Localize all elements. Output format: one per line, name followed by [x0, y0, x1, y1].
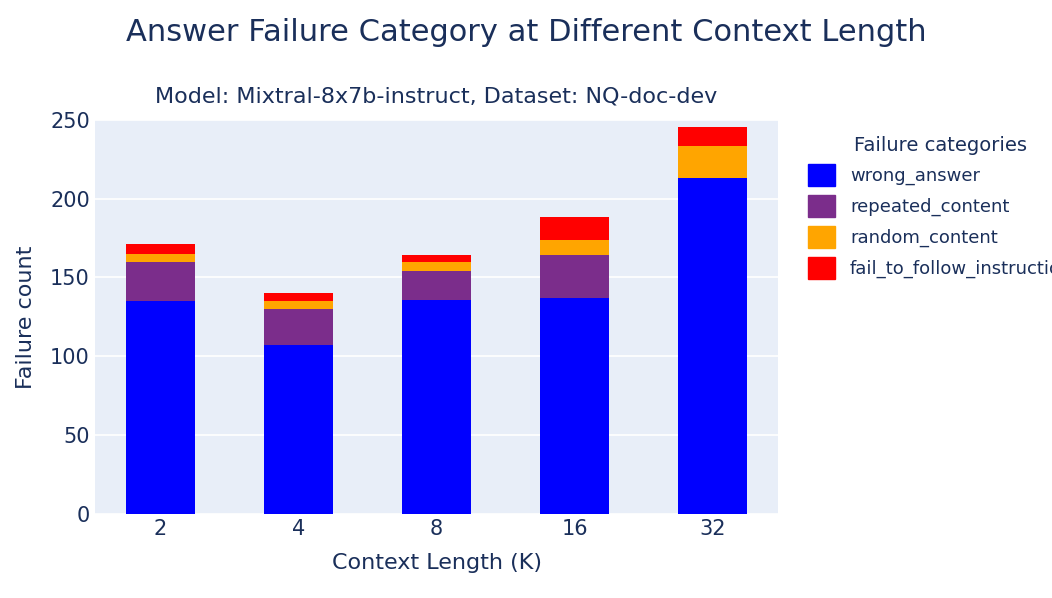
Title: Model: Mixtral-8x7b-instruct, Dataset: NQ-doc-dev: Model: Mixtral-8x7b-instruct, Dataset: N… [156, 87, 717, 107]
X-axis label: Context Length (K): Context Length (K) [331, 553, 542, 573]
Bar [264, 346, 333, 514]
Bar [126, 254, 195, 262]
Bar [126, 262, 195, 301]
Bar [264, 309, 333, 346]
Bar [679, 147, 747, 178]
Bar [540, 255, 609, 298]
Bar [540, 298, 609, 514]
Bar [264, 293, 333, 301]
Bar [402, 300, 471, 514]
Y-axis label: Failure count: Failure count [16, 245, 36, 389]
Legend: wrong_answer, repeated_content, random_content, fail_to_follow_instruction: wrong_answer, repeated_content, random_c… [802, 129, 1052, 286]
Bar [540, 240, 609, 255]
Bar [126, 245, 195, 254]
Bar [540, 218, 609, 240]
Bar [126, 301, 195, 514]
Text: Answer Failure Category at Different Context Length: Answer Failure Category at Different Con… [125, 18, 927, 47]
Bar [402, 262, 471, 271]
Bar [679, 178, 747, 514]
Bar [402, 255, 471, 262]
Bar [264, 301, 333, 309]
Bar [679, 127, 747, 147]
Bar [402, 271, 471, 300]
